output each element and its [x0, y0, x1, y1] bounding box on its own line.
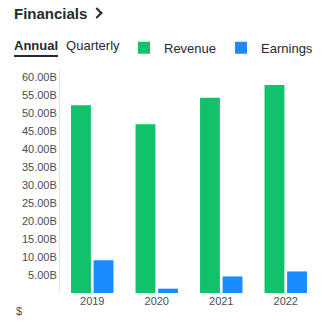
svg-text:15.00B: 15.00B: [22, 233, 57, 245]
svg-text:30.00B: 30.00B: [22, 179, 57, 191]
svg-text:2022: 2022: [274, 295, 298, 307]
html-text:Quarterly: Quarterly: [66, 38, 120, 53]
svg-text:20.00B: 20.00B: [22, 215, 57, 227]
svg-text:10.00B: 10.00B: [22, 251, 57, 263]
svg-text:35.00B: 35.00B: [22, 161, 57, 173]
html-text:Annual: Annual: [14, 38, 59, 53]
svg-text:40.00B: 40.00B: [22, 143, 57, 155]
svg-text:5.00B: 5.00B: [28, 269, 57, 281]
svg-text:45.00B: 45.00B: [22, 125, 57, 137]
svg-text:25.00B: 25.00B: [22, 197, 57, 209]
svg-text:55.00B: 55.00B: [22, 89, 57, 101]
svg-text:2019: 2019: [80, 295, 104, 307]
html-text:Financials: Financials: [14, 5, 88, 22]
svg-text:50.00B: 50.00B: [22, 107, 57, 119]
svg-text:60.00B: 60.00B: [22, 71, 57, 83]
svg-text:$: $: [16, 305, 22, 317]
svg-text:Earnings: Earnings: [261, 41, 313, 56]
svg-text:2020: 2020: [145, 295, 169, 307]
svg-text:2021: 2021: [209, 295, 233, 307]
svg-text:Revenue: Revenue: [164, 41, 216, 56]
